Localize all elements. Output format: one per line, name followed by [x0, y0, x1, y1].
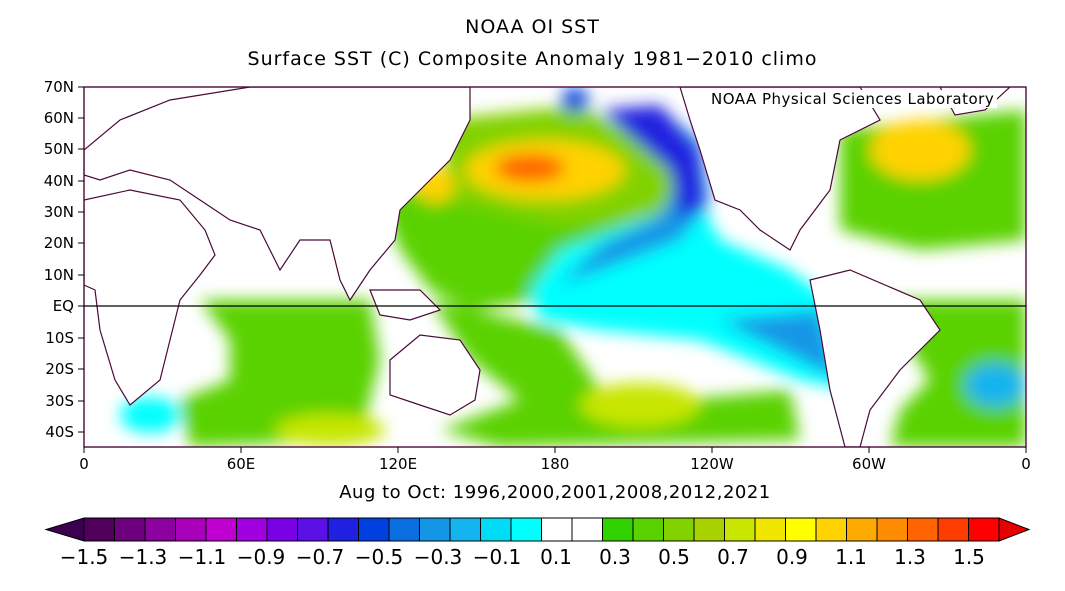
colorbar-swatch — [907, 517, 939, 542]
colorbar-swatch — [419, 517, 451, 542]
colorbar-label: −0.3 — [413, 545, 463, 569]
lon-label: 120E — [378, 455, 418, 473]
lon-label: 180 — [540, 455, 570, 473]
colorbar-swatch — [876, 517, 908, 542]
colorbar-label: −1.1 — [177, 545, 227, 569]
cold-anomaly-peru — [720, 310, 840, 380]
colorbar-swatch — [236, 517, 268, 542]
warm-core-labrador — [870, 120, 970, 180]
colorbar-swatch — [297, 517, 329, 542]
colorbar-swatch — [541, 517, 573, 542]
colorbar-swatch — [846, 517, 878, 542]
colorbar-swatch — [663, 517, 695, 542]
anomaly-south-pacific — [430, 300, 800, 447]
colorbar-swatch — [510, 517, 542, 542]
lat-label: 40S — [45, 423, 74, 441]
lat-label: 30S — [45, 392, 74, 410]
lat-label: 60N — [43, 109, 74, 127]
cold-anomaly-gulf-alaska — [600, 105, 705, 220]
colorbar-label: 1.5 — [953, 545, 985, 569]
colorbar-swatch — [632, 517, 664, 542]
lat-label: 10S — [45, 329, 74, 347]
colorbar-swatch — [754, 517, 786, 542]
lon-label: 0 — [79, 455, 89, 473]
colorbar-swatch — [327, 517, 359, 542]
colorbar-swatch — [968, 517, 1000, 542]
lat-label: EQ — [52, 297, 74, 315]
lat-label: 70N — [43, 78, 74, 96]
land-south-america — [809, 269, 941, 447]
cold-anomaly-agulhas — [120, 397, 180, 433]
colorbar-label: 0.9 — [776, 545, 808, 569]
colorbar-swatch — [175, 517, 207, 542]
colorbar-swatch — [449, 517, 481, 542]
colorbar-swatch — [602, 517, 634, 542]
colorbar-swatch — [937, 517, 969, 542]
lon-label: 0 — [1021, 455, 1031, 473]
colorbar-swatch — [785, 517, 817, 542]
warm-core-south-pacific — [580, 383, 700, 427]
lat-label: 10N — [43, 266, 74, 284]
colorbar-label: 0.5 — [658, 545, 690, 569]
lat-label: 20N — [43, 234, 74, 252]
colorbar-swatch — [83, 517, 115, 542]
cold-anomaly-south-atlantic — [965, 363, 1025, 407]
map-title: NOAA OI SST — [465, 16, 600, 38]
colorbar-max-arrow — [998, 517, 1031, 542]
lat-label: 30N — [43, 203, 74, 221]
colorbar-swatch — [480, 517, 512, 542]
lon-label: 120W — [690, 455, 734, 473]
colorbar-swatch — [388, 517, 420, 542]
colorbar-swatch — [205, 517, 237, 542]
colorbar-label: 0.1 — [540, 545, 572, 569]
colorbar-label: −0.5 — [354, 545, 404, 569]
period-label: Aug to Oct: 1996,2000,2001,2008,2012,202… — [339, 482, 771, 503]
colorbar-swatch — [571, 517, 603, 542]
colorbar-label: 0.3 — [599, 545, 631, 569]
colorbar-min-arrow — [44, 517, 85, 542]
land-maritime-continent — [369, 289, 442, 321]
colorbar-label: −1.3 — [118, 545, 168, 569]
anomaly-indian-ocean — [180, 300, 380, 447]
lat-label: 20S — [45, 360, 74, 378]
colorbar-swatch — [693, 517, 725, 542]
colorbar-label: 1.1 — [835, 545, 867, 569]
land-eurasia — [84, 87, 471, 302]
warm-core-indian — [275, 414, 385, 446]
colorbar-label: −0.1 — [472, 545, 522, 569]
colorbar-swatch — [114, 517, 146, 542]
colorbar-label: −1.5 — [59, 545, 109, 569]
lon-label: 60W — [852, 455, 886, 473]
credit-label: NOAA Physical Sciences Laboratory — [708, 90, 998, 108]
land-north-america — [679, 87, 881, 251]
lat-label: 40N — [43, 172, 74, 190]
lat-ticks — [78, 86, 84, 433]
lon-ticks — [83, 447, 1027, 453]
lat-label: 50N — [43, 140, 74, 158]
warm-core-kuroshio-inner — [495, 154, 565, 182]
colorbar-label: −0.7 — [295, 545, 345, 569]
colorbar-swatch — [358, 517, 390, 542]
land-australia — [389, 334, 481, 416]
colorbar-swatch — [724, 517, 756, 542]
land-africa — [84, 189, 216, 406]
map-subtitle: Surface SST (C) Composite Anomaly 1981−2… — [247, 48, 818, 70]
colorbar — [44, 517, 1031, 542]
cold-anomaly-alaska-core — [561, 88, 589, 112]
lon-label: 60E — [226, 455, 256, 473]
colorbar-swatch — [144, 517, 176, 542]
land-masses — [84, 87, 1011, 447]
colorbar-swatch — [815, 517, 847, 542]
colorbar-label: −0.9 — [236, 545, 286, 569]
colorbar-swatch — [266, 517, 298, 542]
colorbar-label: 0.7 — [717, 545, 749, 569]
colorbar-label: 1.3 — [894, 545, 926, 569]
